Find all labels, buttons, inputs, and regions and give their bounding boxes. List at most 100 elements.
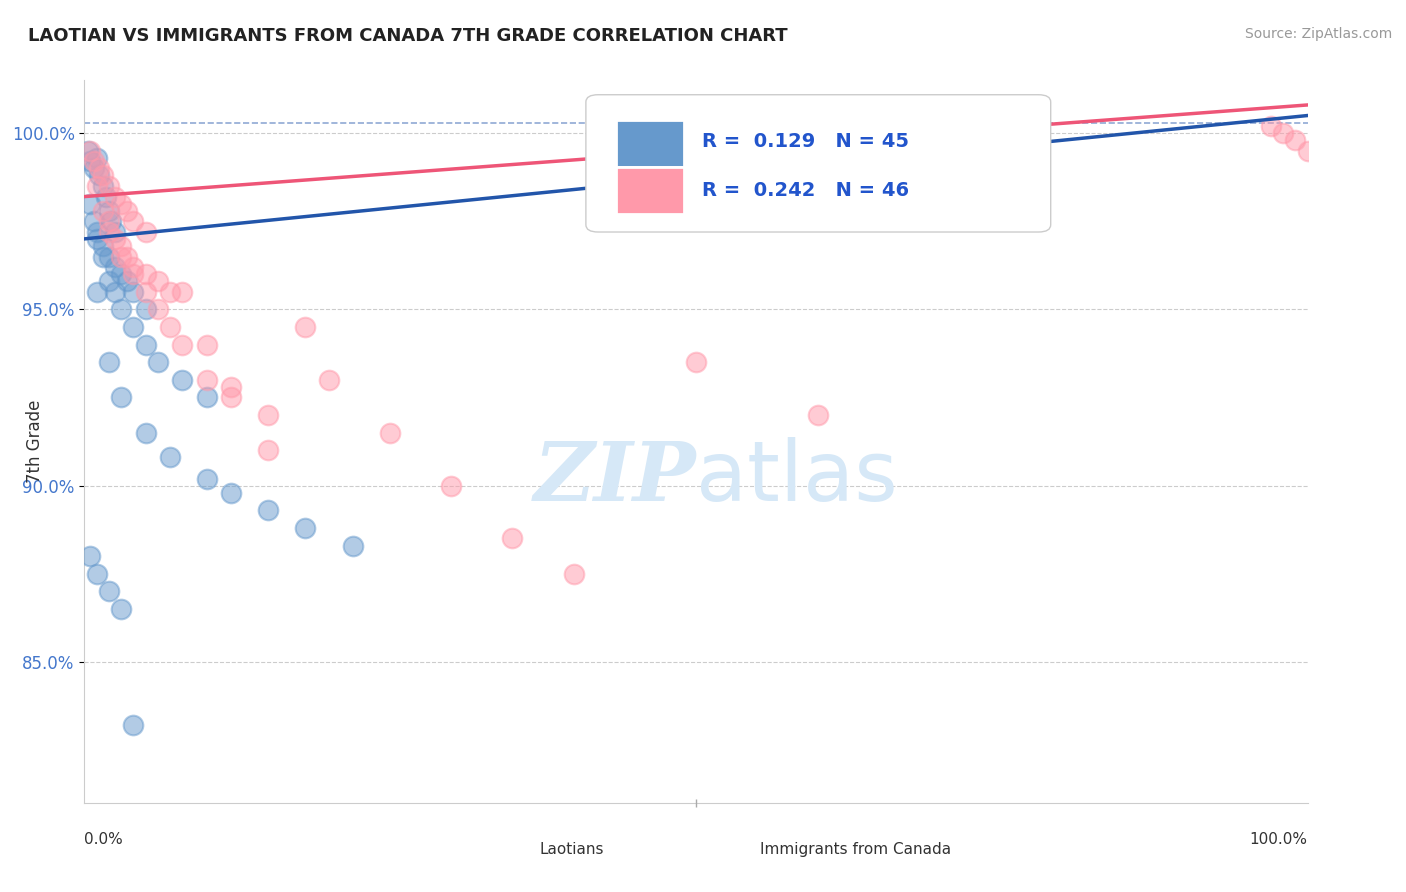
Point (91, 169, 114, 183)
Point (83, 154, 105, 169)
Point (294, 521, 316, 535)
Point (257, 408, 280, 422)
Point (219, 391, 242, 405)
Text: atlas: atlas (696, 437, 897, 518)
Point (1260, 119, 1282, 133)
Point (79, 154, 101, 169)
Point (115, 250, 138, 264)
Point (79, 549, 101, 563)
Point (104, 260, 127, 274)
Point (86, 566, 108, 581)
Point (219, 380, 242, 394)
Point (135, 267, 157, 281)
Point (97, 250, 120, 264)
Point (91, 203, 114, 218)
Point (104, 232, 127, 246)
Text: 0.0%: 0.0% (84, 831, 124, 847)
FancyBboxPatch shape (616, 167, 683, 214)
Bar (709, 838, 751, 861)
Point (77, 144, 100, 158)
Point (86, 285, 108, 299)
Point (87, 169, 110, 183)
Point (97, 203, 120, 218)
Text: Laotians: Laotians (540, 842, 605, 857)
Point (146, 274, 169, 288)
Point (97, 355, 120, 369)
Point (318, 373, 340, 387)
Point (195, 337, 218, 351)
Point (135, 302, 157, 317)
Point (110, 250, 132, 264)
Point (1296, 144, 1319, 158)
Point (110, 239, 132, 253)
Point (110, 267, 132, 281)
Point (807, 408, 830, 422)
Point (1284, 133, 1306, 147)
Text: R =  0.129   N = 45: R = 0.129 N = 45 (702, 132, 910, 152)
Point (172, 373, 194, 387)
Point (135, 337, 157, 351)
Point (110, 302, 132, 317)
Point (100, 214, 122, 228)
Point (159, 285, 181, 299)
Text: LAOTIAN VS IMMIGRANTS FROM CANADA 7TH GRADE CORRELATION CHART: LAOTIAN VS IMMIGRANTS FROM CANADA 7TH GR… (28, 27, 787, 45)
Point (83, 161, 105, 176)
Bar (488, 838, 531, 861)
Point (104, 225, 127, 239)
Point (122, 320, 145, 334)
Text: ZIP: ZIP (533, 438, 696, 517)
FancyBboxPatch shape (616, 120, 683, 167)
Point (440, 478, 463, 492)
Point (79, 196, 101, 211)
Point (219, 485, 242, 500)
Point (122, 214, 145, 228)
Point (86, 232, 108, 246)
Point (562, 566, 585, 581)
Point (79, 144, 101, 158)
Point (110, 602, 132, 616)
Point (87, 161, 110, 176)
Point (97, 274, 120, 288)
Point (83, 214, 105, 228)
Text: R =  0.242   N = 46: R = 0.242 N = 46 (702, 180, 910, 200)
Point (135, 285, 157, 299)
Point (122, 285, 145, 299)
Text: Immigrants from Canada: Immigrants from Canada (759, 842, 950, 857)
Point (91, 239, 114, 253)
Point (86, 225, 108, 239)
Point (122, 718, 145, 732)
Point (96, 189, 118, 203)
Point (172, 285, 194, 299)
Point (195, 471, 218, 485)
Point (172, 337, 194, 351)
Point (146, 302, 169, 317)
Point (195, 391, 218, 405)
Point (97, 225, 120, 239)
Point (257, 443, 280, 458)
Point (97, 214, 120, 228)
Point (115, 203, 138, 218)
Point (135, 425, 157, 440)
Point (91, 250, 114, 264)
Point (122, 260, 145, 274)
Text: Source: ZipAtlas.com: Source: ZipAtlas.com (1244, 27, 1392, 41)
Text: 7th Grade: 7th Grade (27, 400, 45, 483)
Point (685, 355, 707, 369)
Point (115, 274, 138, 288)
Point (257, 503, 280, 517)
Point (86, 179, 108, 194)
Text: 100.0%: 100.0% (1250, 831, 1308, 847)
Point (294, 320, 316, 334)
Point (110, 196, 132, 211)
Point (146, 355, 169, 369)
Point (104, 189, 127, 203)
Point (159, 320, 181, 334)
Point (104, 285, 127, 299)
Point (91, 179, 114, 194)
Point (97, 179, 120, 194)
Point (502, 532, 524, 546)
Point (1272, 126, 1295, 140)
Point (97, 584, 120, 599)
Point (86, 151, 108, 165)
Point (380, 425, 402, 440)
